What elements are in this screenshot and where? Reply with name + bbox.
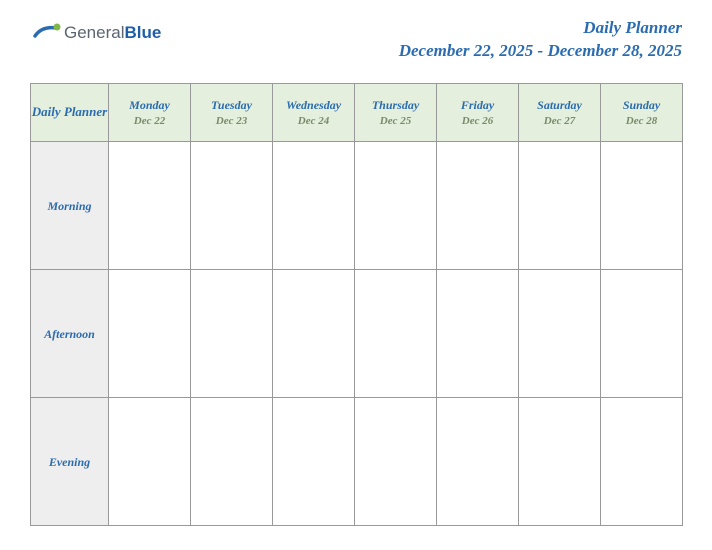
day-date: Dec 23 [193, 115, 270, 127]
cell-morning-wed[interactable] [273, 142, 355, 270]
day-header-mon: Monday Dec 22 [109, 84, 191, 142]
day-date: Dec 25 [357, 115, 434, 127]
cell-afternoon-fri[interactable] [437, 270, 519, 398]
cell-afternoon-mon[interactable] [109, 270, 191, 398]
day-date: Dec 28 [603, 115, 680, 127]
logo-swoosh-icon [32, 18, 62, 48]
day-header-wed: Wednesday Dec 24 [273, 84, 355, 142]
cell-morning-tue[interactable] [191, 142, 273, 270]
cell-evening-wed[interactable] [273, 398, 355, 526]
cell-morning-fri[interactable] [437, 142, 519, 270]
row-evening: Evening [31, 398, 683, 526]
day-header-tue: Tuesday Dec 23 [191, 84, 273, 142]
period-label: Afternoon [44, 327, 95, 341]
day-name: Thursday [357, 98, 434, 113]
day-name: Tuesday [193, 98, 270, 113]
header-right: Daily Planner December 22, 2025 - Decemb… [399, 18, 682, 61]
day-name: Sunday [603, 98, 680, 113]
planner-title: Daily Planner [399, 18, 682, 38]
cell-evening-thu[interactable] [355, 398, 437, 526]
day-name: Wednesday [275, 98, 352, 113]
day-date: Dec 27 [521, 115, 598, 127]
cell-evening-sat[interactable] [519, 398, 601, 526]
period-cell-afternoon: Afternoon [31, 270, 109, 398]
day-header-fri: Friday Dec 26 [437, 84, 519, 142]
period-cell-morning: Morning [31, 142, 109, 270]
corner-cell: Daily Planner [31, 84, 109, 142]
day-header-thu: Thursday Dec 25 [355, 84, 437, 142]
day-name: Monday [111, 98, 188, 113]
logo-text-general: General [64, 23, 124, 42]
row-morning: Morning [31, 142, 683, 270]
day-name: Friday [439, 98, 516, 113]
day-header-sun: Sunday Dec 28 [601, 84, 683, 142]
cell-evening-fri[interactable] [437, 398, 519, 526]
cell-morning-sun[interactable] [601, 142, 683, 270]
cell-morning-thu[interactable] [355, 142, 437, 270]
cell-afternoon-wed[interactable] [273, 270, 355, 398]
planner-table: Daily Planner Monday Dec 22 Tuesday Dec … [30, 83, 683, 526]
cell-afternoon-thu[interactable] [355, 270, 437, 398]
header: GeneralBlue Daily Planner December 22, 2… [0, 0, 712, 69]
date-range: December 22, 2025 - December 28, 2025 [399, 41, 682, 61]
cell-morning-mon[interactable] [109, 142, 191, 270]
period-cell-evening: Evening [31, 398, 109, 526]
day-date: Dec 26 [439, 115, 516, 127]
cell-evening-tue[interactable] [191, 398, 273, 526]
logo-text: GeneralBlue [64, 23, 161, 43]
day-date: Dec 24 [275, 115, 352, 127]
period-label: Evening [49, 455, 90, 469]
cell-afternoon-sat[interactable] [519, 270, 601, 398]
period-label: Morning [47, 199, 91, 213]
cell-afternoon-sun[interactable] [601, 270, 683, 398]
cell-morning-sat[interactable] [519, 142, 601, 270]
corner-label: Daily Planner [32, 104, 107, 119]
header-row: Daily Planner Monday Dec 22 Tuesday Dec … [31, 84, 683, 142]
cell-evening-sun[interactable] [601, 398, 683, 526]
row-afternoon: Afternoon [31, 270, 683, 398]
logo-text-blue: Blue [124, 23, 161, 42]
day-date: Dec 22 [111, 115, 188, 127]
cell-afternoon-tue[interactable] [191, 270, 273, 398]
logo: GeneralBlue [32, 18, 161, 48]
cell-evening-mon[interactable] [109, 398, 191, 526]
day-header-sat: Saturday Dec 27 [519, 84, 601, 142]
day-name: Saturday [521, 98, 598, 113]
